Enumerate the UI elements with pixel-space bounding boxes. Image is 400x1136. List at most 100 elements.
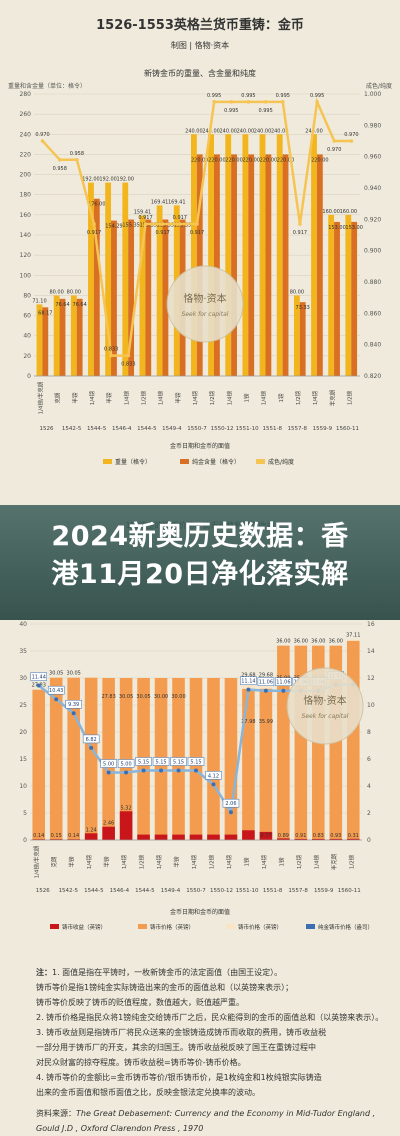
- bar-label: 68.17: [38, 310, 52, 316]
- mint-line-point: [194, 768, 198, 773]
- line-label-box: [135, 757, 152, 766]
- bar-label: 1.24: [86, 827, 97, 833]
- x-tick-label: 1/2镑: [294, 390, 302, 405]
- x-tick-label: 1/4镑/半克朗: [37, 381, 45, 414]
- page-title: 1526-1553英格兰货币重铸：金币: [96, 18, 304, 33]
- notes-label: 注：: [36, 968, 52, 977]
- bar-weight: [88, 182, 94, 376]
- x-axis-label: 金币日期和金币的面值: [170, 442, 230, 450]
- period-label: 1550-12: [211, 426, 234, 432]
- legend-swatch: [103, 459, 112, 464]
- x-tick-label: 1镑: [242, 857, 250, 866]
- bar-gold: [42, 307, 49, 376]
- page-subtitle: 制图 | 恪物·资本: [170, 41, 230, 50]
- purity-point: [246, 100, 251, 104]
- watermark-subtext: Seek for capital: [302, 713, 349, 720]
- period-label: 1557-8: [288, 888, 308, 894]
- line-label: 5.15: [173, 759, 184, 765]
- y-tick-label-right: 0.940: [364, 185, 381, 192]
- bar-label: 30.05: [119, 694, 133, 700]
- bar-mint-profit: [119, 811, 133, 840]
- x-tick-label: 1/2镑: [140, 390, 148, 405]
- x-tick-label: 1/2镑: [347, 854, 355, 869]
- period-label: 1550-7: [186, 888, 206, 894]
- bar-mint-profit: [84, 833, 98, 840]
- line-label-box: [240, 676, 257, 685]
- purity-label: 0.958: [53, 166, 67, 172]
- bar-mint-price: [119, 678, 133, 840]
- line-label: 11.44: [32, 675, 46, 681]
- legend-swatch: [226, 924, 235, 929]
- bar-mint-price: [346, 640, 360, 840]
- bar-gold: [282, 154, 289, 376]
- bar-gold: [76, 298, 83, 376]
- bar-mint-price: [242, 688, 255, 840]
- bar-label: 220.00: [242, 157, 260, 163]
- bar-weight: [36, 304, 43, 376]
- bar-mint-profit: [242, 830, 255, 840]
- y-tick-label-right: 0.960: [364, 154, 381, 161]
- line-label: 11.06: [276, 680, 290, 686]
- y-tick-label: 140: [20, 232, 32, 239]
- bar-label: 0.31: [348, 833, 359, 839]
- bar-label: 80.00: [290, 289, 304, 295]
- legend-swatch: [180, 459, 189, 464]
- y-tick-label-right: 10: [367, 702, 375, 709]
- mint-line-point: [228, 810, 233, 815]
- bar-label: 27.83: [101, 694, 115, 700]
- bar-label: 220.00: [277, 157, 295, 163]
- bar-mint-profit: [346, 838, 360, 840]
- x-tick-label: 半克朗: [328, 389, 336, 406]
- bar-mint-price: [259, 688, 273, 840]
- y-tick-label-right: 0.920: [364, 216, 381, 223]
- legend-label: 重量（格令）: [115, 458, 151, 466]
- x-tick-label: 1镑: [242, 393, 250, 402]
- bar-weight: [53, 295, 60, 376]
- watermark-subtext: Seek for capital: [182, 311, 229, 318]
- y-tick-label: 40: [19, 621, 27, 628]
- purity-label: 0.970: [327, 147, 341, 153]
- period-label: 1550-7: [187, 426, 207, 432]
- bar-gold: [316, 154, 323, 376]
- bar-mint-profit: [294, 838, 308, 840]
- line-label: 10.43: [49, 688, 63, 694]
- bar-mint-profit: [277, 838, 290, 840]
- purity-point: [315, 100, 319, 104]
- bar-gold: [128, 219, 135, 376]
- bar-label: 0.14: [68, 833, 79, 839]
- y-tick-label-right: 0: [367, 837, 371, 844]
- y-tick-label: 160: [20, 212, 32, 219]
- y-tick-label-right: 2: [367, 810, 371, 817]
- bar-gold: [111, 220, 117, 376]
- bar-label: 0.93: [330, 833, 341, 839]
- bar-gold: [59, 298, 66, 376]
- x-tick-label: 1/4镑: [311, 390, 319, 405]
- bar-label: 2.46: [103, 821, 114, 827]
- x-tick-label: 克朗: [50, 856, 58, 868]
- purity-label: 0.833: [104, 347, 118, 353]
- bar-label: 240.00: [254, 128, 272, 134]
- period-label: 1551-10: [236, 888, 259, 894]
- bar-label: 73.33: [296, 305, 310, 311]
- y-tick-label: 120: [20, 252, 32, 259]
- bar-label: 192.00: [117, 177, 135, 183]
- note-item: 出来的金币面值和银币面值之比，反映金银法定兑换率的波动。: [36, 1088, 260, 1097]
- note-item: 1. 面值是指在平铸时，一枚新铸金币的法定面值（由国王设定）。: [52, 968, 283, 977]
- x-tick-label: 半镑: [105, 392, 113, 404]
- purity-point: [229, 100, 234, 104]
- bar-label: 220.00: [311, 157, 329, 163]
- line-label-box: [187, 757, 205, 766]
- bar-label: 155.35: [157, 223, 175, 229]
- purity-label: 0.833: [121, 362, 135, 368]
- period-label: 1560-11: [336, 426, 359, 432]
- period-label: 1542-5: [62, 426, 82, 432]
- y-tick-label: 40: [23, 333, 31, 340]
- y-tick-label: 0: [27, 373, 31, 380]
- period-label: 1546-4: [112, 426, 132, 432]
- line-label: 11.06: [259, 680, 273, 686]
- watermark-logo: [166, 265, 244, 343]
- bar-weight: [122, 182, 129, 376]
- bar-label: 0.91: [295, 833, 306, 839]
- legend-swatch: [256, 459, 265, 464]
- notes-line-0: 注：1. 面值是指在平铸时，一枚新铸金币的法定面值（由国王设定）。: [36, 965, 384, 980]
